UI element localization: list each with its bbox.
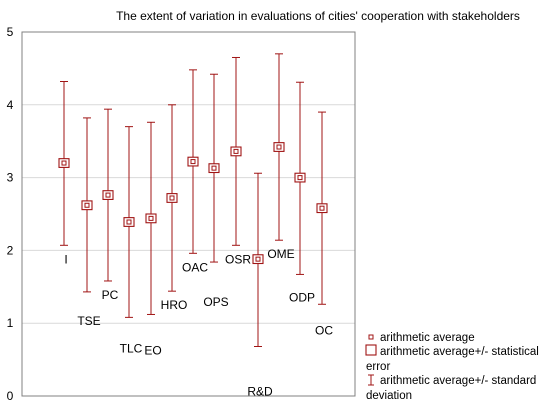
data-point-group: OC <box>315 111 333 337</box>
data-point-group: OME <box>267 53 295 261</box>
category-label: ODP <box>289 290 315 304</box>
data-point-group: TSE <box>77 117 101 328</box>
data-point-group: HRO <box>161 104 188 312</box>
legend-label: arithmetic average+/- statistical <box>380 346 539 358</box>
data-point-group: ODP <box>289 81 315 304</box>
plot-frame <box>21 31 356 397</box>
category-label: OAC <box>182 260 208 274</box>
data-point-group: EO <box>144 121 162 357</box>
legend-label: deviation <box>366 390 412 402</box>
y-tick-label: 4 <box>7 98 14 112</box>
category-label: OME <box>267 247 294 261</box>
mean-point <box>319 205 325 211</box>
data-point-group: OSR <box>225 56 251 266</box>
mean-point <box>126 219 132 225</box>
mean-point <box>84 202 90 208</box>
legend-label: arithmetic average <box>380 332 475 344</box>
mean-point <box>297 175 303 181</box>
data-point-group: OAC <box>182 69 208 274</box>
category-label: TLC <box>120 341 143 355</box>
category-label: R&D <box>247 384 273 398</box>
mean-point <box>190 159 196 165</box>
mean-point <box>169 195 175 201</box>
legend-box-symbol <box>365 344 377 356</box>
mean-point <box>61 160 67 166</box>
chart-title: The extent of variation in evaluations o… <box>116 9 520 23</box>
mean-point <box>148 215 154 221</box>
y-tick-label: 0 <box>7 389 14 403</box>
data-point-group: R&D <box>247 172 273 398</box>
legend-point-symbol <box>368 334 374 340</box>
data-point-group: OPS <box>203 73 229 309</box>
legend-label: arithmetic average+/- standard <box>380 375 536 387</box>
mean-point <box>276 144 282 150</box>
category-label: OC <box>315 323 333 337</box>
mean-point <box>105 192 111 198</box>
y-tick-label: 5 <box>7 25 14 39</box>
data-point-group: TLC <box>120 126 143 355</box>
legend-label: error <box>366 361 390 373</box>
category-label: PC <box>102 288 119 302</box>
y-tick-label: 1 <box>7 316 14 330</box>
y-axis: 0 1 2 3 4 5 <box>7 25 14 403</box>
legend: arithmetic average arithmetic average+/- … <box>365 332 539 402</box>
mean-point <box>255 256 261 262</box>
category-label: I <box>64 252 67 266</box>
y-tick-label: 3 <box>7 171 14 185</box>
data-point-group: I <box>58 81 70 266</box>
category-label: OSR <box>225 252 251 266</box>
y-tick-label: 2 <box>7 243 14 257</box>
category-label: OPS <box>203 295 228 309</box>
mean-point <box>233 148 239 154</box>
category-label: EO <box>144 343 161 357</box>
mean-point <box>211 165 217 171</box>
data-point-group: PC <box>102 108 119 302</box>
category-label: HRO <box>161 298 188 312</box>
category-label: TSE <box>77 314 100 328</box>
